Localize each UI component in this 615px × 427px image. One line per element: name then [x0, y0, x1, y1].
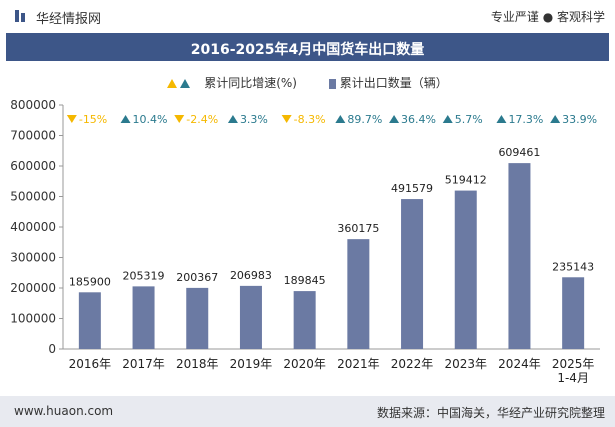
up-triangle-icon [389, 115, 400, 123]
chart-title: 2016-2025年4月中国货车出口数量 [190, 42, 425, 58]
x-tick-label: 2020年 [283, 357, 326, 371]
x-tick-label: 2016年 [69, 357, 112, 371]
data-label: 491579 [391, 182, 433, 195]
x-tick-label: 2019年 [230, 357, 273, 371]
up-triangle-icon [550, 115, 561, 123]
data-label: 200367 [176, 271, 218, 284]
growth-label: -15% [79, 113, 107, 126]
data-label: 519412 [445, 174, 487, 187]
bar-chart: 0 100000 200000 300000 400000 500000 600000 700… [10, 98, 600, 385]
x-tick-label: 2023年 [444, 357, 487, 371]
y-tick-label: 800000 [10, 98, 56, 112]
y-tick-label: 100000 [10, 312, 56, 326]
growth-label: -8.3% [294, 113, 326, 126]
tagline: 专业严谨 ● 客观科学 [490, 10, 605, 24]
x-tick-label: 2018年 [176, 357, 219, 371]
data-label: 205319 [123, 269, 165, 282]
growth-label: -2.4% [186, 113, 218, 126]
footer: www.huaon.com 数据来源：中国海关，华经产业研究院整理 [0, 396, 615, 427]
growth-label: 89.7% [347, 113, 382, 126]
x-tick-label: 2025年 1-4月 [552, 357, 595, 385]
y-tick-label: 400000 [10, 220, 56, 234]
x-tick-label: 2021年 [337, 357, 380, 371]
up-triangle-icon [227, 115, 238, 123]
down-triangle-icon [281, 115, 292, 123]
growth-label: 17.3% [508, 113, 543, 126]
legend-growth: 累计同比增速(%) [167, 74, 297, 91]
bar [347, 239, 370, 349]
up-triangle-icon [496, 115, 507, 123]
y-tick-label: 200000 [10, 281, 56, 295]
footer-source: 数据来源：中国海关，华经产业研究院整理 [376, 406, 605, 420]
data-label: 609461 [498, 146, 540, 159]
legend-growth-label: 累计同比增速(%) [204, 76, 297, 90]
down-triangle-icon [66, 115, 77, 123]
growth-label: 3.3% [240, 113, 268, 126]
x-tick-label: 2022年 [391, 357, 434, 371]
down-triangle-icon [174, 115, 185, 123]
up-triangle-icon [180, 79, 191, 88]
y-tick-label: 600000 [10, 159, 56, 173]
title-bar: 2016-2025年4月中国货车出口数量 [6, 33, 609, 61]
bar [293, 291, 316, 349]
y-tick-label: 500000 [10, 190, 56, 204]
legend: 累计同比增速(%) 累计出口数量（辆） [0, 74, 615, 91]
data-label: 360175 [337, 222, 379, 235]
x-tick-label: 2024年 [498, 357, 541, 371]
top-bar: 华经情报网 专业严谨 ● 客观科学 [0, 0, 615, 33]
up-triangle-icon [442, 115, 453, 123]
growth-label: 5.7% [455, 113, 483, 126]
growth-label: 36.4% [401, 113, 436, 126]
bar [508, 163, 531, 349]
bar-swatch-icon [328, 78, 336, 89]
data-label: 235143 [552, 260, 594, 273]
data-label: 189845 [284, 274, 326, 287]
data-label: 185900 [69, 275, 111, 288]
y-tick-label: 700000 [10, 129, 56, 143]
growth-label: 33.9% [562, 113, 597, 126]
brand-logo-icon [15, 10, 25, 22]
bar [562, 277, 585, 349]
legend-volume-label: 累计出口数量（辆） [339, 76, 448, 90]
up-triangle-icon [335, 115, 346, 123]
down-triangle-icon [167, 79, 178, 88]
up-triangle-icon [120, 115, 131, 123]
x-tick-label: 2017年 [122, 357, 165, 371]
data-label: 206983 [230, 269, 272, 282]
legend-volume: 累计出口数量（辆） [328, 74, 448, 91]
footer-site: www.huaon.com [14, 404, 114, 418]
brand-name: 华经情报网 [36, 12, 102, 27]
bar [186, 287, 209, 349]
bar [401, 199, 424, 349]
growth-label: 10.4% [133, 113, 168, 126]
y-tick-label: 0 [48, 342, 56, 356]
bar [78, 292, 101, 349]
bar [454, 190, 477, 349]
bar [132, 286, 155, 349]
bar [239, 285, 262, 349]
y-tick-label: 300000 [10, 251, 56, 265]
